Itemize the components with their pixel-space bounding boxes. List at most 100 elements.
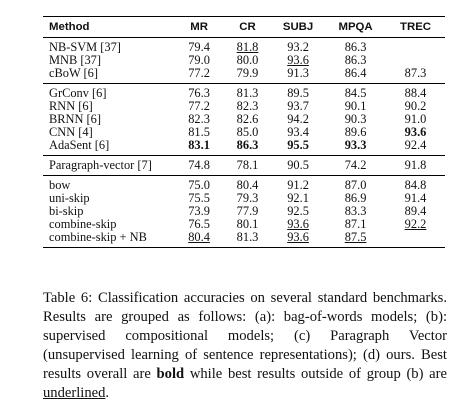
table-row: cBoW [6] 77.2 79.9 91.3 86.4 87.3 [43, 67, 445, 84]
score-cell: 83.1 [174, 139, 224, 156]
score-cell: 84.5 [325, 83, 387, 100]
score-cell: 79.3 [224, 192, 271, 205]
score-cell: 76.5 [174, 218, 224, 231]
score-value: 79.4 [188, 40, 210, 54]
score-cell: 80.1 [224, 218, 271, 231]
header-trec: TREC [386, 16, 445, 38]
table-row: Paragraph-vector [7] 74.8 78.1 90.5 74.2 91.8 [43, 155, 445, 176]
score-value: 93.3 [344, 138, 367, 152]
table-row: uni-skip 75.5 79.3 92.1 86.9 91.4 [43, 192, 445, 205]
score-value: 93.7 [287, 99, 309, 113]
score-value: 82.6 [236, 112, 259, 126]
method-cell: NB-SVM [37] [43, 37, 175, 54]
caption-text-1: Table 6: Classification accuracies on se… [43, 290, 447, 382]
score-value: 81.3 [236, 86, 259, 100]
score-value: 93.6 [287, 230, 309, 244]
score-value: 90.2 [404, 99, 427, 113]
results-table: Method MR CR SUBJ MPQA TREC NB-SVM [37] 7… [43, 16, 445, 248]
score-cell: 93.6 [271, 218, 325, 231]
score-value: 74.8 [188, 158, 210, 172]
score-value: 90.5 [287, 158, 309, 172]
method-cell: CNN [4] [49, 125, 93, 139]
score-value: 84.5 [344, 86, 367, 100]
header-subj: SUBJ [271, 16, 326, 38]
score-value: 94.2 [287, 112, 309, 126]
score-cell: 86.4 [325, 67, 386, 84]
score-value: 76.5 [188, 217, 210, 231]
score-cell: 90.3 [325, 113, 386, 126]
score-value: 87.1 [344, 217, 367, 231]
method-cell: GrConv [6] [43, 83, 175, 100]
method-cell: combine-skip + NB [43, 231, 175, 248]
score-value: 81.8 [236, 40, 259, 54]
score-value: 87.5 [344, 230, 367, 244]
score-cell [386, 37, 445, 54]
score-value: 93.4 [287, 125, 309, 139]
score-value: 83.1 [188, 138, 210, 152]
table-row: BRNN [6] 82.3 82.6 94.2 90.3 91.0 [43, 113, 445, 126]
score-cell: 89.5 [271, 83, 326, 100]
caption-text-2: while best results outside of group (b) … [184, 366, 447, 382]
score-cell: 86.3 [325, 37, 387, 54]
score-value: 86.9 [344, 191, 367, 205]
score-cell: 90.2 [386, 100, 445, 113]
score-value: 90.1 [344, 99, 367, 113]
score-cell: 83.3 [325, 205, 386, 218]
score-value: 75.5 [188, 191, 210, 205]
table-row: combine-skip 76.5 80.1 93.6 87.1 92.2 [43, 218, 445, 231]
table-row: RNN [6] 77.2 82.3 93.7 90.1 90.2 [43, 100, 445, 113]
score-cell: 92.2 [386, 218, 445, 231]
score-value: 95.5 [287, 138, 309, 152]
score-value: 73.9 [188, 204, 210, 218]
method-cell: combine-skip [49, 217, 117, 231]
score-cell: 88.4 [386, 83, 445, 100]
score-value: 77.9 [236, 204, 259, 218]
score-cell [386, 231, 445, 248]
caption-bold-word: bold [156, 366, 185, 382]
score-cell: 87.0 [325, 175, 387, 192]
score-cell: 80.4 [174, 231, 225, 248]
score-value: 93.2 [287, 40, 309, 54]
score-cell: 81.8 [224, 37, 272, 54]
score-value: 92.2 [404, 217, 427, 231]
score-value: 93.6 [287, 217, 309, 231]
score-cell: 74.2 [325, 155, 387, 176]
score-value: 91.4 [404, 191, 427, 205]
table-row: MNB [37] 79.0 80.0 93.6 86.3 [43, 54, 445, 67]
score-cell: 79.4 [174, 37, 225, 54]
table-row: GrConv [6] 76.3 81.3 89.5 84.5 88.4 [43, 83, 445, 100]
score-cell: 78.1 [224, 155, 272, 176]
score-value: 91.2 [287, 178, 309, 192]
table-row: bi-skip 73.9 77.9 92.5 83.3 89.4 [43, 205, 445, 218]
score-value: 81.3 [236, 230, 259, 244]
score-cell: 87.3 [386, 67, 445, 84]
score-value: 89.4 [404, 204, 427, 218]
score-cell: 87.5 [325, 230, 387, 248]
score-value: 76.3 [188, 86, 210, 100]
table-row: NB-SVM [37] 79.4 81.8 93.2 86.3 [43, 37, 445, 54]
score-cell: 75.5 [174, 192, 224, 205]
method-cell: MNB [37] [49, 53, 101, 67]
score-cell: 77.9 [224, 205, 271, 218]
score-cell: 93.6 [386, 126, 445, 139]
method-cell: cBoW [6] [49, 66, 98, 80]
score-value: 92.5 [287, 204, 309, 218]
score-cell: 80.4 [224, 175, 272, 192]
score-cell: 91.4 [386, 192, 445, 205]
score-cell: 93.3 [325, 139, 386, 156]
score-cell: 79.0 [174, 54, 224, 67]
score-cell: 93.2 [271, 37, 326, 54]
score-cell: 89.4 [386, 205, 445, 218]
header-mpqa: MPQA [325, 16, 387, 38]
score-cell: 93.6 [271, 54, 325, 67]
score-cell: 77.2 [174, 100, 224, 113]
score-cell: 92.4 [386, 139, 445, 156]
score-value: 89.5 [287, 86, 309, 100]
score-cell: 91.8 [386, 155, 445, 176]
table-header-row: Method MR CR SUBJ MPQA TREC [43, 16, 445, 38]
score-value: 87.3 [404, 66, 427, 80]
method-cell: uni-skip [49, 191, 90, 205]
score-cell: 87.1 [325, 218, 386, 231]
score-value: 81.5 [188, 125, 210, 139]
method-cell: bi-skip [49, 204, 84, 218]
